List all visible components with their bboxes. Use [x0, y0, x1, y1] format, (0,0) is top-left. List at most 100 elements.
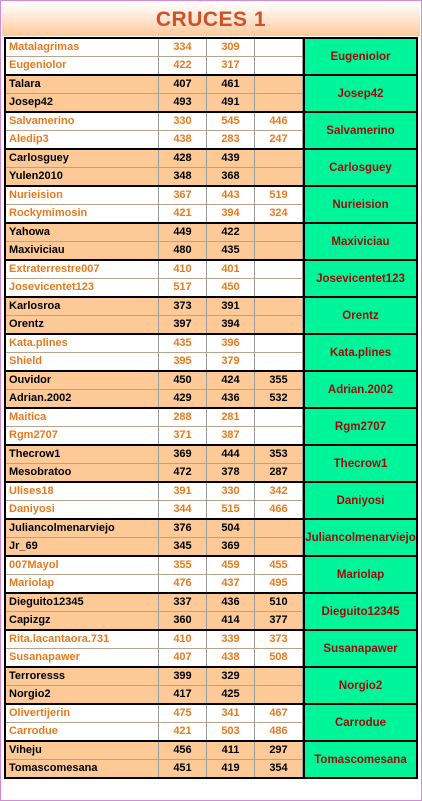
player-name-cell[interactable]: Nurieision	[6, 187, 159, 204]
score-round3-cell[interactable]	[255, 668, 303, 685]
winner-cell[interactable]: Rgm2707	[303, 409, 418, 446]
player-name-cell[interactable]: Rita.lacantaora.731	[6, 631, 159, 648]
winner-cell[interactable]: Mariolap	[303, 557, 418, 594]
score-round1-cell[interactable]: 517	[159, 279, 207, 296]
winner-cell[interactable]: Kata.plines	[303, 335, 418, 372]
score-round3-cell[interactable]: 353	[255, 446, 303, 463]
score-round2-cell[interactable]: 394	[207, 205, 255, 222]
score-round1-cell[interactable]: 428	[159, 150, 207, 167]
player-name-cell[interactable]: 007Mayol	[6, 557, 159, 574]
score-round1-cell[interactable]: 451	[159, 760, 207, 777]
player-name-cell[interactable]: Talara	[6, 76, 159, 93]
player-name-cell[interactable]: Karlosroa	[6, 298, 159, 315]
winner-cell[interactable]: Juliancolmenarviejo	[303, 520, 418, 557]
winner-cell[interactable]: Orentz	[303, 298, 418, 335]
score-round2-cell[interactable]: 317	[207, 57, 255, 74]
score-round3-cell[interactable]: 355	[255, 372, 303, 389]
score-round3-cell[interactable]: 466	[255, 501, 303, 518]
player-name-cell[interactable]: Susanapawer	[6, 649, 159, 666]
score-round1-cell[interactable]: 397	[159, 316, 207, 333]
score-round1-cell[interactable]: 417	[159, 686, 207, 703]
score-round3-cell[interactable]	[255, 57, 303, 74]
player-name-cell[interactable]: Shield	[6, 353, 159, 370]
score-round3-cell[interactable]	[255, 261, 303, 278]
winner-cell[interactable]: Tomascomesana	[303, 742, 418, 779]
player-name-cell[interactable]: Juliancolmenarviejo	[6, 520, 159, 537]
score-round1-cell[interactable]: 438	[159, 131, 207, 148]
score-round2-cell[interactable]: 391	[207, 298, 255, 315]
score-round1-cell[interactable]: 410	[159, 631, 207, 648]
score-round3-cell[interactable]: 324	[255, 205, 303, 222]
score-round3-cell[interactable]: 467	[255, 705, 303, 722]
score-round1-cell[interactable]: 449	[159, 224, 207, 241]
score-round3-cell[interactable]: 519	[255, 187, 303, 204]
score-round2-cell[interactable]: 515	[207, 501, 255, 518]
player-name-cell[interactable]: Eugeniolor	[6, 57, 159, 74]
player-name-cell[interactable]: Kata.plines	[6, 335, 159, 352]
score-round2-cell[interactable]: 436	[207, 390, 255, 407]
score-round3-cell[interactable]: 508	[255, 649, 303, 666]
player-name-cell[interactable]: Thecrow1	[6, 446, 159, 463]
score-round3-cell[interactable]: 495	[255, 575, 303, 592]
score-round2-cell[interactable]: 369	[207, 538, 255, 555]
score-round1-cell[interactable]: 456	[159, 742, 207, 759]
score-round3-cell[interactable]: 297	[255, 742, 303, 759]
score-round1-cell[interactable]: 480	[159, 242, 207, 259]
score-round2-cell[interactable]: 450	[207, 279, 255, 296]
score-round1-cell[interactable]: 493	[159, 94, 207, 111]
score-round3-cell[interactable]: 373	[255, 631, 303, 648]
score-round1-cell[interactable]: 429	[159, 390, 207, 407]
score-round3-cell[interactable]	[255, 298, 303, 315]
score-round1-cell[interactable]: 360	[159, 612, 207, 629]
score-round1-cell[interactable]: 472	[159, 464, 207, 481]
score-round3-cell[interactable]: 455	[255, 557, 303, 574]
score-round2-cell[interactable]: 439	[207, 150, 255, 167]
player-name-cell[interactable]: Mesobratoo	[6, 464, 159, 481]
winner-cell[interactable]: Dieguito12345	[303, 594, 418, 631]
score-round1-cell[interactable]: 334	[159, 39, 207, 56]
score-round3-cell[interactable]	[255, 279, 303, 296]
score-round2-cell[interactable]: 435	[207, 242, 255, 259]
score-round1-cell[interactable]: 369	[159, 446, 207, 463]
score-round1-cell[interactable]: 410	[159, 261, 207, 278]
score-round2-cell[interactable]: 503	[207, 723, 255, 740]
winner-cell[interactable]: Daniyosi	[303, 483, 418, 520]
score-round2-cell[interactable]: 281	[207, 409, 255, 426]
score-round2-cell[interactable]: 461	[207, 76, 255, 93]
winner-cell[interactable]: Carrodue	[303, 705, 418, 742]
score-round2-cell[interactable]: 459	[207, 557, 255, 574]
winner-cell[interactable]: Thecrow1	[303, 446, 418, 483]
player-name-cell[interactable]: Capizgz	[6, 612, 159, 629]
score-round1-cell[interactable]: 355	[159, 557, 207, 574]
score-round2-cell[interactable]: 330	[207, 483, 255, 500]
score-round3-cell[interactable]: 532	[255, 390, 303, 407]
score-round2-cell[interactable]: 341	[207, 705, 255, 722]
player-name-cell[interactable]: Aledip3	[6, 131, 159, 148]
player-name-cell[interactable]: Tomascomesana	[6, 760, 159, 777]
score-round3-cell[interactable]: 342	[255, 483, 303, 500]
player-name-cell[interactable]: Adrian.2002	[6, 390, 159, 407]
score-round2-cell[interactable]: 368	[207, 168, 255, 185]
score-round2-cell[interactable]: 491	[207, 94, 255, 111]
score-round2-cell[interactable]: 396	[207, 335, 255, 352]
score-round2-cell[interactable]: 339	[207, 631, 255, 648]
score-round2-cell[interactable]: 436	[207, 594, 255, 611]
score-round3-cell[interactable]	[255, 39, 303, 56]
score-round3-cell[interactable]: 287	[255, 464, 303, 481]
score-round2-cell[interactable]: 394	[207, 316, 255, 333]
winner-cell[interactable]: Eugeniolor	[303, 39, 418, 76]
winner-cell[interactable]: Josevicentet123	[303, 261, 418, 298]
winner-cell[interactable]: Carlosguey	[303, 150, 418, 187]
score-round3-cell[interactable]	[255, 335, 303, 352]
score-round1-cell[interactable]: 407	[159, 76, 207, 93]
score-round3-cell[interactable]	[255, 242, 303, 259]
score-round3-cell[interactable]	[255, 150, 303, 167]
score-round2-cell[interactable]: 438	[207, 649, 255, 666]
score-round2-cell[interactable]: 419	[207, 760, 255, 777]
score-round2-cell[interactable]: 545	[207, 113, 255, 130]
score-round3-cell[interactable]: 510	[255, 594, 303, 611]
winner-cell[interactable]: Salvamerino	[303, 113, 418, 150]
score-round2-cell[interactable]: 504	[207, 520, 255, 537]
score-round3-cell[interactable]: 354	[255, 760, 303, 777]
score-round2-cell[interactable]: 422	[207, 224, 255, 241]
